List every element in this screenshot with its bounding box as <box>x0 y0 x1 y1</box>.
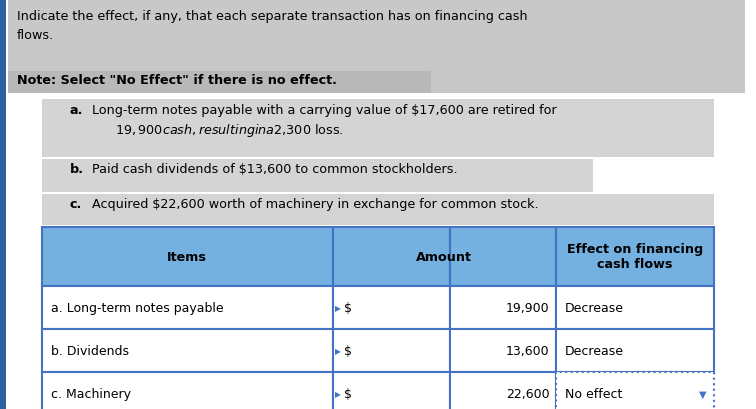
Text: Decrease: Decrease <box>565 344 624 357</box>
Text: a. Long-term notes payable: a. Long-term notes payable <box>51 301 223 314</box>
Text: $: $ <box>344 301 352 314</box>
Text: Acquired $22,600 worth of machinery in exchange for common stock.: Acquired $22,600 worth of machinery in e… <box>92 198 539 211</box>
Text: $: $ <box>344 387 352 400</box>
Bar <box>556 372 714 409</box>
Text: Long-term notes payable with a carrying value of $17,600 are retired for: Long-term notes payable with a carrying … <box>92 103 557 117</box>
Text: Indicate the effect, if any, that each separate transaction has on financing cas: Indicate the effect, if any, that each s… <box>17 10 527 23</box>
Bar <box>333 227 450 286</box>
Text: c.: c. <box>70 198 82 211</box>
Text: ▶: ▶ <box>335 389 341 398</box>
Text: 13,600: 13,600 <box>506 344 550 357</box>
Text: c. Machinery: c. Machinery <box>51 387 131 400</box>
Text: No effect: No effect <box>565 387 622 400</box>
Bar <box>450 227 556 286</box>
Text: 22,600: 22,600 <box>506 387 550 400</box>
Bar <box>42 372 333 409</box>
Text: b. Dividends: b. Dividends <box>51 344 129 357</box>
Text: flows.: flows. <box>17 29 54 42</box>
Text: ▶: ▶ <box>335 346 341 355</box>
Bar <box>450 372 556 409</box>
Text: $: $ <box>344 344 352 357</box>
Bar <box>42 227 333 286</box>
Bar <box>450 286 556 329</box>
Text: 19,900: 19,900 <box>506 301 550 314</box>
Text: b.: b. <box>70 163 84 176</box>
Text: ▶: ▶ <box>335 303 341 312</box>
Text: Paid cash dividends of $13,600 to common stockholders.: Paid cash dividends of $13,600 to common… <box>92 163 458 176</box>
Bar <box>333 372 450 409</box>
Bar <box>42 194 714 225</box>
Text: $19,900 cash, resulting in a $2,300 loss.: $19,900 cash, resulting in a $2,300 loss… <box>115 121 343 138</box>
Text: Amount: Amount <box>416 250 472 263</box>
Bar <box>8 72 431 94</box>
Bar <box>333 286 450 329</box>
Bar <box>556 329 714 372</box>
Bar <box>556 286 714 329</box>
Bar <box>8 0 745 94</box>
Text: Note: Select "No Effect" if there is no effect.: Note: Select "No Effect" if there is no … <box>17 74 336 87</box>
Bar <box>0 0 6 409</box>
Text: Items: Items <box>167 250 207 263</box>
Bar <box>42 160 593 192</box>
Bar <box>333 329 450 372</box>
Bar <box>42 286 333 329</box>
Text: Decrease: Decrease <box>565 301 624 314</box>
Bar <box>556 227 714 286</box>
Text: Effect on financing
cash flows: Effect on financing cash flows <box>567 243 703 271</box>
Text: ▼: ▼ <box>699 389 707 399</box>
Text: a.: a. <box>70 103 83 117</box>
Bar <box>450 329 556 372</box>
Bar <box>42 100 714 157</box>
Bar <box>42 329 333 372</box>
